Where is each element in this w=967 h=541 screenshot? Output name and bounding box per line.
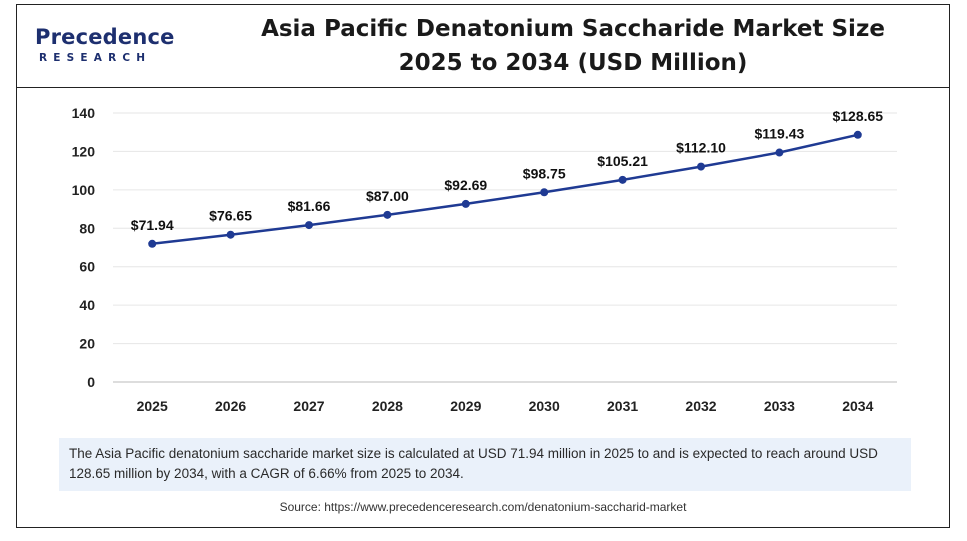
chart-title-line2: 2025 to 2034 (USD Million) (398, 50, 748, 76)
source-text: Source: https://www.precedenceresearch.c… (279, 500, 687, 514)
data-label: $119.43 (754, 126, 804, 142)
x-tick-label: 2031 (607, 398, 638, 414)
data-label: $92.69 (444, 177, 487, 193)
data-point (226, 230, 235, 239)
x-tick-label: 2032 (685, 398, 716, 414)
data-label: $81.66 (288, 198, 331, 214)
data-label: $71.94 (131, 217, 174, 233)
header: Precedence RESEARCH Asia Pacific Denaton… (17, 5, 949, 88)
chart-title-line1: Asia Pacific Denatonium Saccharide Marke… (261, 16, 885, 42)
gridlines (113, 112, 897, 345)
chart-title: Asia Pacific Denatonium Saccharide Marke… (213, 12, 933, 80)
x-tick-label: 2033 (764, 398, 795, 414)
y-tick-label: 20 (79, 336, 95, 352)
data-label: $76.65 (209, 208, 252, 224)
data-label: $128.65 (832, 108, 883, 124)
data-point (697, 162, 705, 171)
y-tick-label: 0 (87, 374, 95, 390)
data-point (540, 188, 549, 197)
x-tick-label: 2034 (842, 398, 873, 414)
chart-frame: Precedence RESEARCH Asia Pacific Denaton… (16, 4, 950, 528)
series-line (152, 133, 859, 246)
description-box: The Asia Pacific denatonium saccharide m… (59, 438, 911, 491)
data-point (461, 199, 470, 208)
data-point (305, 221, 313, 230)
series-market-size (148, 130, 862, 248)
y-tick-label: 80 (79, 220, 95, 236)
x-axis: 2025 2026 2027 2028 2029 2030 2031 2032 2033 2034 (113, 381, 897, 414)
data-point (853, 130, 862, 139)
y-tick-label: 100 (72, 182, 96, 198)
logo-wordmark: Precedence (35, 25, 175, 49)
logo-subtitle: RESEARCH (39, 52, 152, 64)
data-point (775, 148, 784, 157)
data-point (618, 175, 627, 184)
y-axis: 0 20 40 60 80 100 120 140 (72, 105, 96, 390)
data-label: $87.00 (366, 188, 409, 204)
brand-logo: Precedence RESEARCH (35, 25, 175, 69)
data-label: $98.75 (523, 165, 566, 181)
x-tick-label: 2025 (137, 398, 168, 414)
x-tick-label: 2028 (372, 398, 403, 414)
data-labels: $71.94 $76.65 $81.66 $87.00 $92.69 $98.75 $105… (131, 108, 884, 233)
data-point (383, 210, 392, 219)
data-label: $105.21 (597, 153, 648, 169)
y-tick-label: 40 (79, 297, 95, 313)
y-tick-label: 60 (79, 259, 95, 275)
x-tick-label: 2026 (215, 398, 246, 414)
y-tick-label: 140 (72, 105, 96, 121)
x-tick-label: 2027 (293, 398, 324, 414)
data-point (148, 239, 157, 248)
y-tick-label: 120 (72, 143, 96, 159)
data-label: $112.10 (676, 140, 726, 156)
x-tick-label: 2029 (450, 398, 481, 414)
x-tick-label: 2030 (529, 398, 560, 414)
